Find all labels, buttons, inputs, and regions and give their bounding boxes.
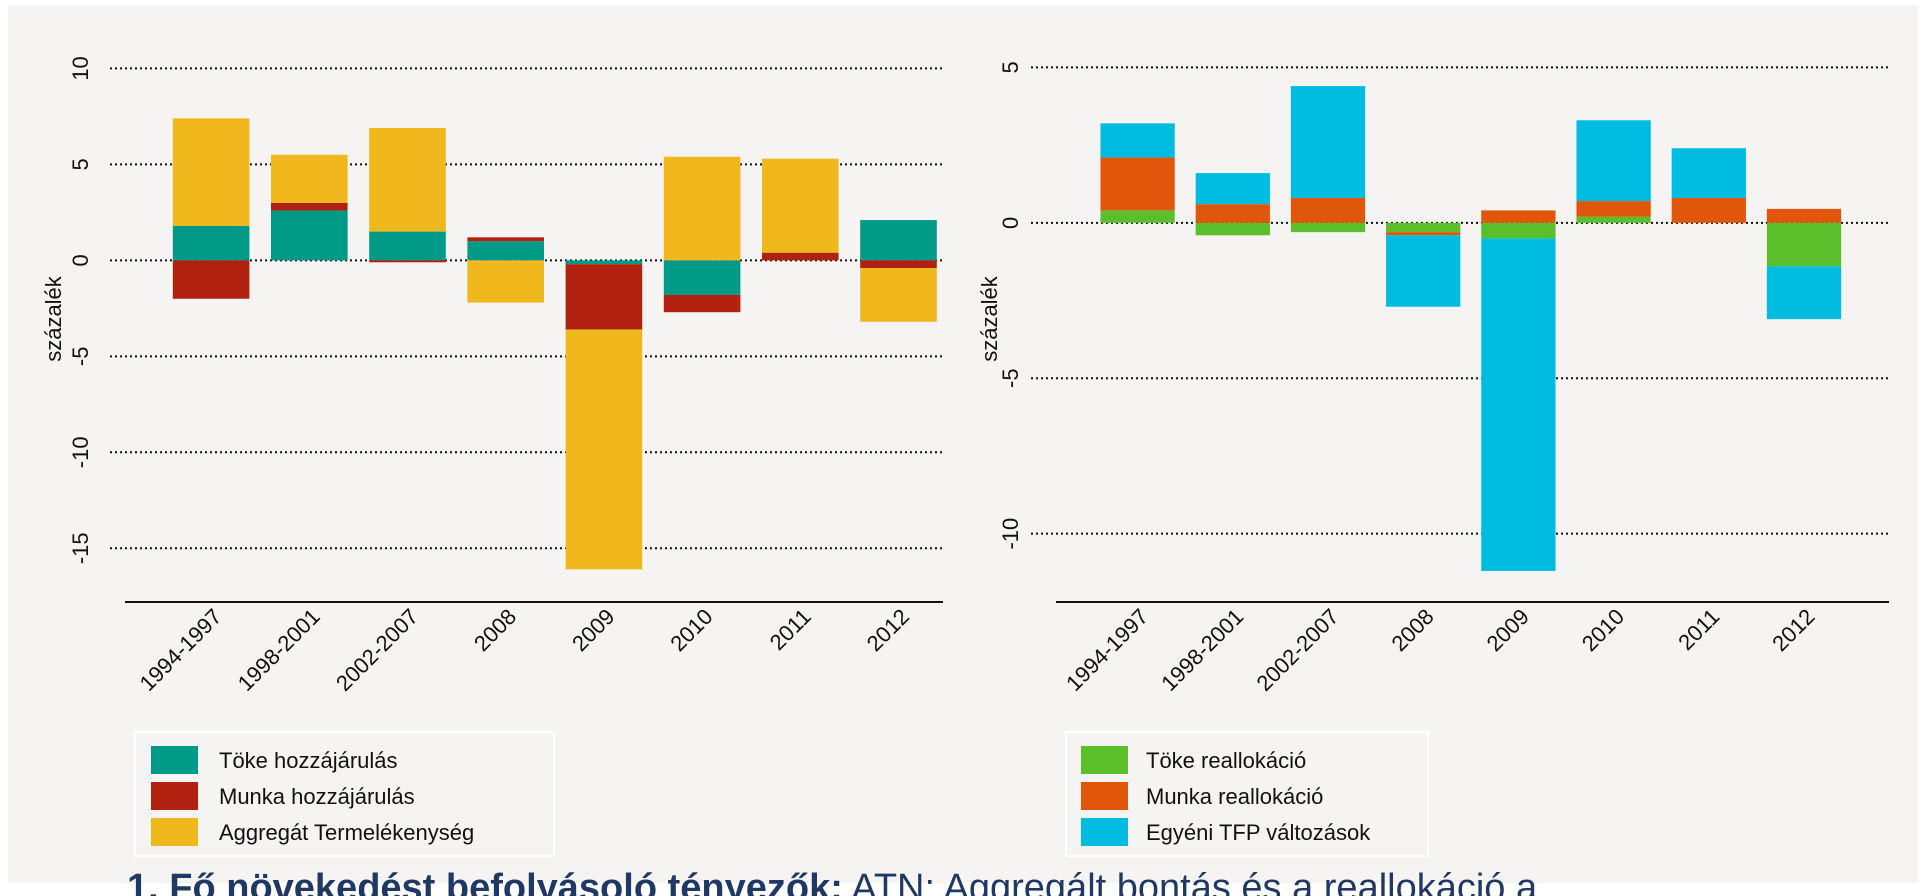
bar [1671,148,1746,198]
bar [663,156,741,261]
legend-label: Töke reallokáció [1146,748,1306,773]
bar [1766,208,1842,223]
bar [271,154,348,203]
bar [762,252,839,261]
bar [172,225,250,261]
bar [860,260,937,269]
y-tick-label: -15 [68,532,93,564]
bar [1481,210,1556,223]
legend-swatch [1081,782,1128,810]
y-tick-label: 5 [998,61,1023,73]
heading-bold: 1. Fő növekedést befolyásoló tényezők: [127,867,843,896]
bar [1386,235,1461,307]
legend-swatch [151,782,198,810]
y-axis-label: százalék [41,275,66,362]
bar [1290,222,1366,233]
bar [1481,222,1556,239]
heading-rest: ATN: Aggregált bontás és a reallokáció a [843,867,1538,896]
bar [663,260,741,295]
legend-label: Munka reallokáció [1146,784,1323,809]
bar [565,329,643,570]
bar [369,127,446,232]
bar [1766,266,1842,320]
bar [1481,238,1556,571]
bar [271,202,348,211]
y-tick-label: 5 [68,158,93,170]
y-tick-label: -10 [68,436,93,468]
legend-swatch [1081,818,1128,846]
legend-label: Egyéni TFP változások [1146,820,1371,845]
y-tick-label: 0 [68,254,93,266]
bar [1290,197,1366,223]
bar [1766,222,1842,267]
legend-box [134,731,555,857]
bar [172,260,250,299]
y-tick-label: 10 [68,56,93,80]
bar [1290,86,1366,198]
legend-label: Töke hozzájárulás [219,748,398,773]
y-tick-label: -5 [998,368,1023,388]
bar [467,260,544,303]
bar [467,237,544,242]
bar [1100,123,1175,158]
y-tick-label: -10 [998,518,1023,550]
bar [1195,204,1270,223]
y-axis-label: százalék [977,275,1002,362]
bar [1576,216,1651,223]
bar [369,231,446,261]
bar [860,220,937,261]
bar [369,260,446,263]
bar [1576,120,1651,202]
bar [860,268,937,322]
bar [271,210,348,261]
bar [1671,197,1746,223]
legend-label: Aggregát Termelékenység [219,820,474,845]
y-tick-label: -5 [68,347,93,367]
bar [1386,232,1461,236]
bar [1195,222,1270,236]
legend-swatch [151,818,198,846]
bar [1576,201,1651,217]
y-tick-label: 0 [998,217,1023,229]
bar [467,241,544,261]
bar [565,264,643,330]
legend-label: Munka hozzájárulás [219,784,415,809]
bar [565,260,643,265]
heading: 1. Fő növekedést befolyásoló tényezők: A… [127,867,1538,896]
bar [1386,222,1461,233]
legend-swatch [1081,746,1128,774]
bar [663,294,741,313]
legend-swatch [151,746,198,774]
bar [1195,173,1270,205]
bar [762,158,839,253]
bar [1100,157,1175,211]
bar [1100,210,1175,223]
bar [172,118,250,226]
